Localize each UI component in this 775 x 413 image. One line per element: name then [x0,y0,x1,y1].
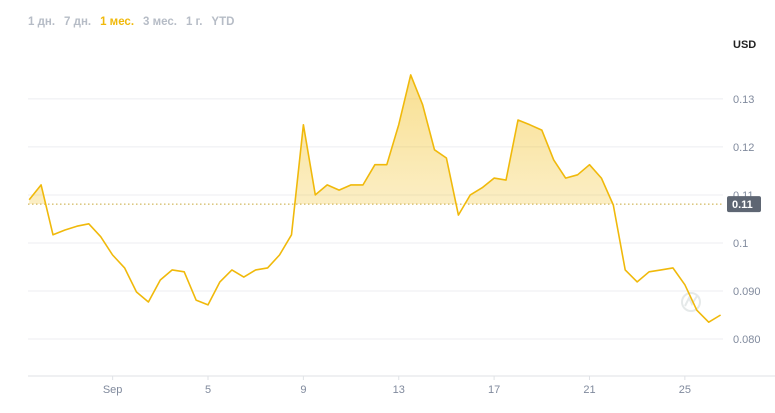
price-line [28,74,722,323]
y-tick-label: 0.080 [733,334,761,346]
y-tick-label: 0.1 [733,238,748,250]
x-tick-label: 9 [300,384,306,396]
y-tick-label: 0.090 [733,286,761,298]
y-axis-label: USD [733,39,756,51]
range-button[interactable]: 3 мес. [143,16,177,28]
x-tick-label: 21 [583,384,595,396]
range-button[interactable]: YTD [211,16,234,28]
y-tick-label: 0.12 [733,142,754,154]
area-fill [29,74,613,205]
range-button[interactable]: 1 дн. [28,16,55,28]
reference-label: 0.11 [732,199,753,211]
y-tick-label: 0.13 [733,94,754,106]
x-tick-label: 5 [205,384,211,396]
range-button[interactable]: 7 дн. [64,16,91,28]
x-tick-label: 13 [393,384,405,396]
watermark [681,292,701,312]
x-tick-label: Sep [103,384,123,396]
reference-badge [727,196,761,213]
x-tick-label: 17 [488,384,500,396]
range-button[interactable]: 1 мес. [100,16,134,28]
x-tick-label: 25 [679,384,691,396]
range-button[interactable]: 1 г. [186,16,202,28]
